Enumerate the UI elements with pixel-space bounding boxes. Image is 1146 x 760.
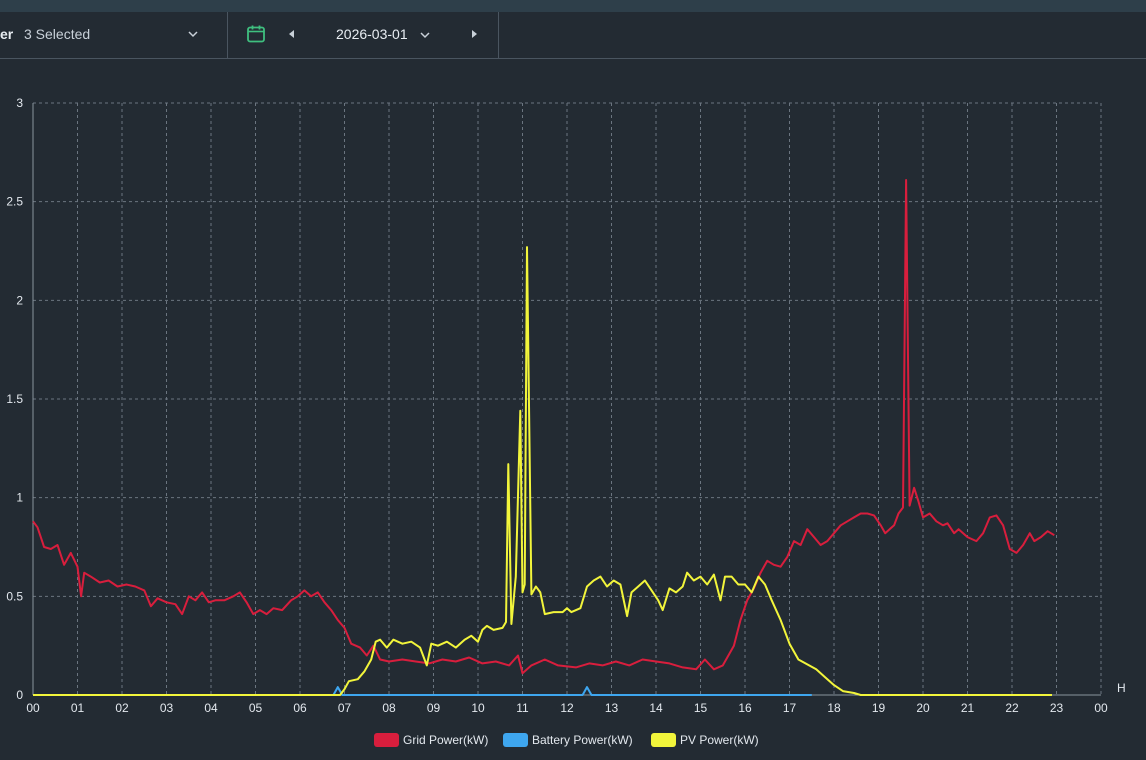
x-tick-label: 07 bbox=[338, 701, 352, 715]
y-tick-label: 1 bbox=[16, 491, 23, 505]
toolbar-divider bbox=[498, 12, 499, 58]
x-tick-label: 00 bbox=[26, 701, 40, 715]
x-tick-label: 23 bbox=[1050, 701, 1064, 715]
chevron-down-icon[interactable] bbox=[186, 27, 200, 41]
x-tick-label: 10 bbox=[471, 701, 485, 715]
series-line-1 bbox=[33, 686, 812, 696]
top-strip bbox=[0, 0, 1146, 12]
x-tick-label: 11 bbox=[516, 701, 529, 715]
series-line-0 bbox=[32, 179, 1055, 675]
x-tick-label: 02 bbox=[115, 701, 129, 715]
y-tick-label: 1.5 bbox=[6, 392, 23, 406]
series-selector[interactable]: 3 Selected bbox=[24, 26, 91, 42]
x-tick-label: 13 bbox=[605, 701, 619, 715]
date-picker[interactable]: 2026-03-01 bbox=[336, 26, 408, 42]
legend-label: PV Power(kW) bbox=[680, 733, 759, 747]
x-axis-unit: H bbox=[1117, 681, 1126, 695]
caret-left-icon[interactable] bbox=[286, 28, 296, 40]
legend-label: Battery Power(kW) bbox=[532, 733, 633, 747]
legend-swatch bbox=[374, 733, 399, 747]
toolbar: er 3 Selected 2026-03-01 bbox=[0, 12, 1146, 59]
x-tick-label: 19 bbox=[872, 701, 886, 715]
chevron-down-icon[interactable] bbox=[419, 29, 431, 41]
power-line-chart: 00 01 02 03 04 05 06 07 08 09 10 11 12 13 14 15 16 17 18 19… bbox=[6, 96, 1126, 747]
toolbar-divider bbox=[227, 12, 228, 58]
x-tick-label: 04 bbox=[204, 701, 218, 715]
y-tick-label: 2.5 bbox=[6, 195, 23, 209]
selector-label: er bbox=[0, 26, 14, 42]
legend-label: Grid Power(kW) bbox=[403, 733, 488, 747]
legend-swatch bbox=[503, 733, 528, 747]
calendar-icon[interactable] bbox=[245, 23, 267, 45]
x-tick-label: 14 bbox=[649, 701, 663, 715]
x-tick-label: 12 bbox=[560, 701, 574, 715]
x-tick-label: 21 bbox=[961, 701, 975, 715]
y-tick-label: 0 bbox=[16, 688, 23, 702]
y-tick-label: 0.5 bbox=[6, 589, 23, 603]
x-tick-label: 17 bbox=[783, 701, 797, 715]
caret-right-icon[interactable] bbox=[470, 28, 480, 40]
x-tick-label: 18 bbox=[827, 701, 841, 715]
x-tick-label: 16 bbox=[738, 701, 752, 715]
x-tick-label: 22 bbox=[1005, 701, 1019, 715]
x-tick-label: 00 bbox=[1094, 701, 1108, 715]
y-tick-label: 3 bbox=[16, 96, 23, 110]
x-tick-label: 08 bbox=[382, 701, 396, 715]
x-tick-label: 06 bbox=[293, 701, 307, 715]
x-tick-label: 01 bbox=[71, 701, 85, 715]
x-tick-label: 09 bbox=[427, 701, 441, 715]
x-tick-label: 03 bbox=[160, 701, 174, 715]
legend-swatch bbox=[651, 733, 676, 747]
x-tick-label: 05 bbox=[249, 701, 263, 715]
series-line-2 bbox=[33, 246, 1052, 696]
x-tick-label: 20 bbox=[916, 701, 930, 715]
y-tick-label: 2 bbox=[16, 293, 23, 307]
x-tick-label: 15 bbox=[694, 701, 708, 715]
